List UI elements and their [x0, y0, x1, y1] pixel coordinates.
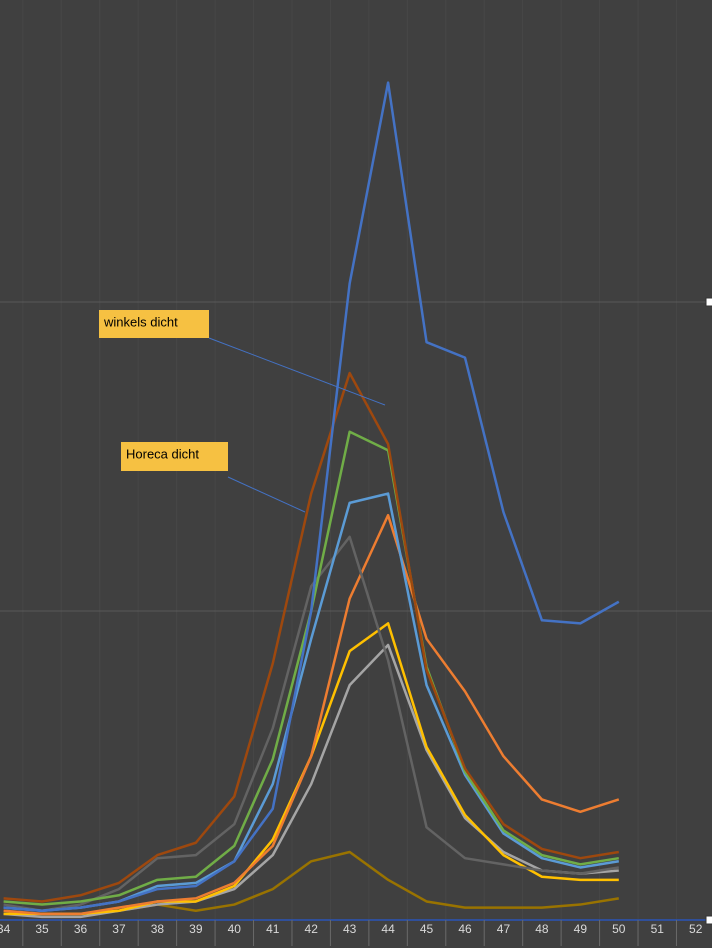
x-tick-label: 45 — [420, 922, 434, 936]
lines — [3, 81, 620, 919]
x-tick-label: 37 — [112, 922, 126, 936]
series-line — [3, 81, 620, 912]
annotations: winkels dicht Horeca dicht — [99, 310, 386, 513]
x-tick-label: 43 — [343, 922, 357, 936]
x-tick-label: 46 — [458, 922, 472, 936]
series-line — [3, 513, 620, 916]
x-tick-label: 48 — [535, 922, 549, 936]
x-tick-label: 52 — [689, 922, 703, 936]
annotation-box — [121, 442, 228, 471]
x-tick-label: 36 — [74, 922, 88, 936]
annotation-text: Horeca dicht — [126, 446, 199, 461]
x-tick-label: 39 — [189, 922, 203, 936]
x-tick-label: 50 — [612, 922, 626, 936]
x-tick-label: 42 — [305, 922, 319, 936]
selection-handle — [705, 915, 712, 925]
x-tick-label: 51 — [651, 922, 665, 936]
annotation-text: winkels dicht — [103, 314, 178, 329]
x-tick-label: 41 — [266, 922, 280, 936]
x-tick-label: 44 — [381, 922, 395, 936]
x-tick-label: 35 — [35, 922, 49, 936]
annotation-box — [99, 310, 209, 338]
annotation-leader — [208, 337, 386, 406]
x-tick-label: 49 — [574, 922, 588, 936]
series-line — [3, 535, 619, 912]
x-tick-label: 40 — [228, 922, 242, 936]
x-tick-label: 47 — [497, 922, 511, 936]
selection-handle — [705, 297, 712, 307]
x-tick-label: 38 — [151, 922, 165, 936]
x-tick-label: 34 — [0, 922, 11, 936]
series-line — [3, 371, 619, 903]
annotation-leader — [227, 476, 306, 513]
